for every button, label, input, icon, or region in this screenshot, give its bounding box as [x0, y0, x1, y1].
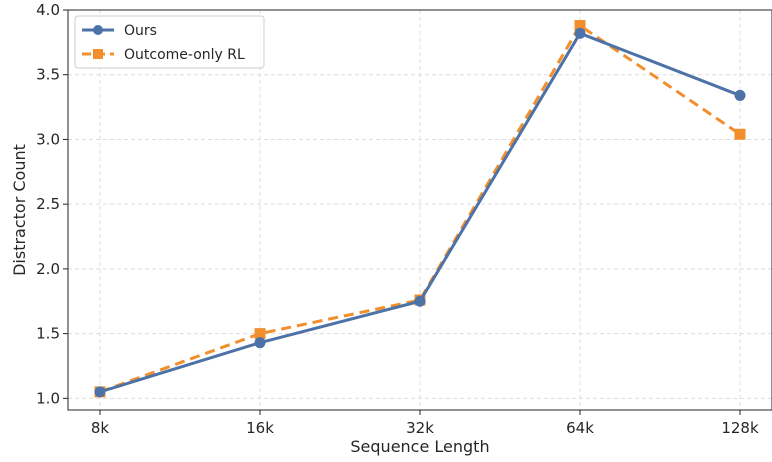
x-tick-label: 128k — [721, 419, 759, 437]
x-tick-label: 16k — [246, 419, 274, 437]
data-point-ours — [734, 89, 746, 101]
data-point-outcome-only-rl — [254, 328, 266, 340]
y-tick-label: 4.0 — [36, 1, 60, 19]
y-tick-label: 3.0 — [36, 130, 60, 148]
legend-label-ours: Ours — [124, 23, 157, 39]
data-point-outcome-only-rl — [574, 20, 586, 32]
axis-ticks: 8k 16k 32k 64k 128k 1.0 1.5 2.0 2.5 3.0 3.5 4.0 — [36, 1, 759, 437]
data-point-ours — [574, 27, 586, 39]
series-layer — [94, 20, 746, 398]
y-tick-label: 3.5 — [36, 66, 60, 84]
legend-label-outcome-only-rl: Outcome-only RL — [124, 47, 245, 63]
x-tick-label: 32k — [406, 419, 434, 437]
grid-lines — [68, 9, 772, 410]
data-point-ours — [94, 386, 106, 398]
y-tick-label: 2.5 — [36, 195, 60, 213]
legend-box — [74, 15, 265, 69]
data-point-outcome-only-rl — [734, 128, 746, 140]
data-point-ours — [254, 337, 266, 349]
x-axis-label: Sequence Length — [350, 437, 489, 456]
y-tick-label: 1.5 — [36, 325, 60, 343]
legend-marker-outcome-only-rl — [93, 49, 103, 59]
series-line-outcome-only-rl — [99, 24, 741, 394]
legend-marker-ours — [93, 25, 103, 35]
y-tick-label: 2.0 — [36, 260, 60, 278]
x-tick-label: 64k — [566, 419, 594, 437]
x-tick-label: 8k — [91, 419, 110, 437]
y-tick-label: 1.0 — [36, 389, 60, 407]
y-axis-label: Distractor Count — [10, 144, 29, 276]
data-point-ours — [414, 295, 426, 307]
legend: Ours Outcome-only RL — [74, 15, 265, 69]
